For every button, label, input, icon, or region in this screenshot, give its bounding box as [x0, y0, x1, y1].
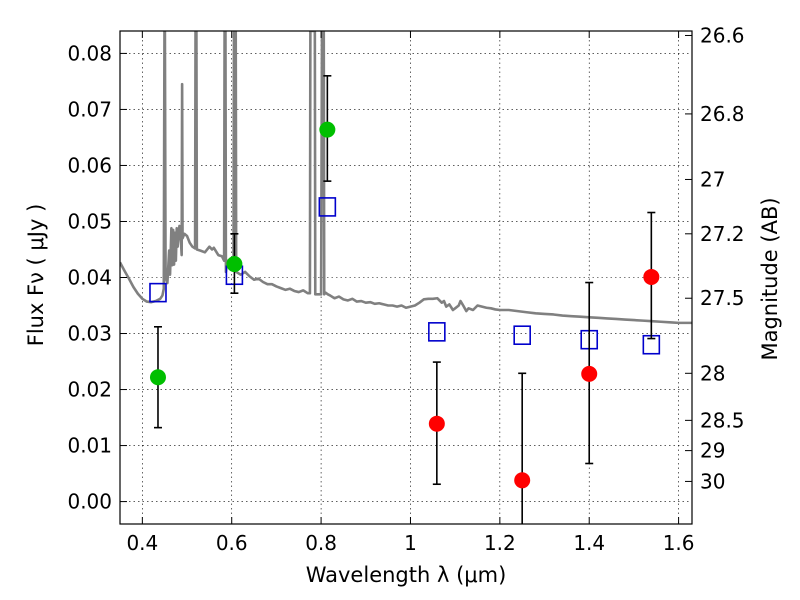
x-tick-label: 0.6: [216, 531, 248, 555]
model-flux-square: [428, 322, 446, 342]
observed-flux-point: [149, 369, 166, 386]
right-axis-title: Magnitude (AB): [758, 197, 782, 360]
observed-flux-point: [428, 415, 445, 432]
model-flux-square: [318, 197, 337, 217]
x-axis-title: Wavelength λ (μm): [306, 563, 507, 587]
observed-flux-point: [319, 121, 336, 138]
x-tick-label: 1.4: [573, 531, 605, 555]
plot-area: [120, 31, 692, 524]
right-tick-label: 27.2: [700, 222, 745, 246]
y-tick-label: 0.02: [67, 378, 112, 402]
axes: 0.4 0.6 0.8 1 1.2 1.4 1.6 0.00 0.01 0.02 0.03 0.04 0…: [67, 23, 744, 555]
observed-flux-point: [514, 472, 531, 489]
y-tick-label: 0.07: [67, 97, 112, 121]
model-flux-square: [513, 325, 531, 346]
y-tick-label: 0.03: [67, 322, 112, 346]
observed-flux-point: [226, 256, 243, 273]
x-tick-label: 1.2: [484, 531, 516, 555]
right-tick-label: 27.5: [700, 286, 745, 310]
model-spectrum-line: [120, 31, 692, 325]
error-bar: [518, 372, 527, 524]
right-tick-label: 30: [700, 469, 725, 493]
y-tick-label: 0.06: [67, 153, 112, 177]
observed-flux-point: [643, 268, 660, 285]
right-tick-label: 27: [700, 167, 725, 191]
y-tick-label: 0.01: [67, 434, 112, 458]
y-tick-label: 0.08: [67, 41, 112, 65]
y-tick-label: 0.04: [67, 266, 112, 290]
x-tick-label: 0.4: [126, 531, 158, 555]
y-axis-title: Flux Fν ( μJy ): [24, 204, 48, 347]
right-tick-label: 26.6: [700, 23, 745, 47]
right-tick-label: 28.5: [700, 408, 745, 432]
right-tick-label: 29: [700, 439, 725, 463]
model-flux-square: [149, 282, 167, 303]
right-tick-label: 28: [700, 361, 725, 385]
observed-flux-point: [581, 365, 598, 382]
y-tick-label: 0.00: [67, 490, 112, 514]
right-tick-label: 26.8: [700, 102, 745, 126]
x-tick-label: 1: [404, 531, 417, 555]
x-tick-label: 0.8: [305, 531, 337, 555]
x-tick-label: 1.6: [663, 531, 695, 555]
y-tick-label: 0.05: [67, 209, 112, 233]
